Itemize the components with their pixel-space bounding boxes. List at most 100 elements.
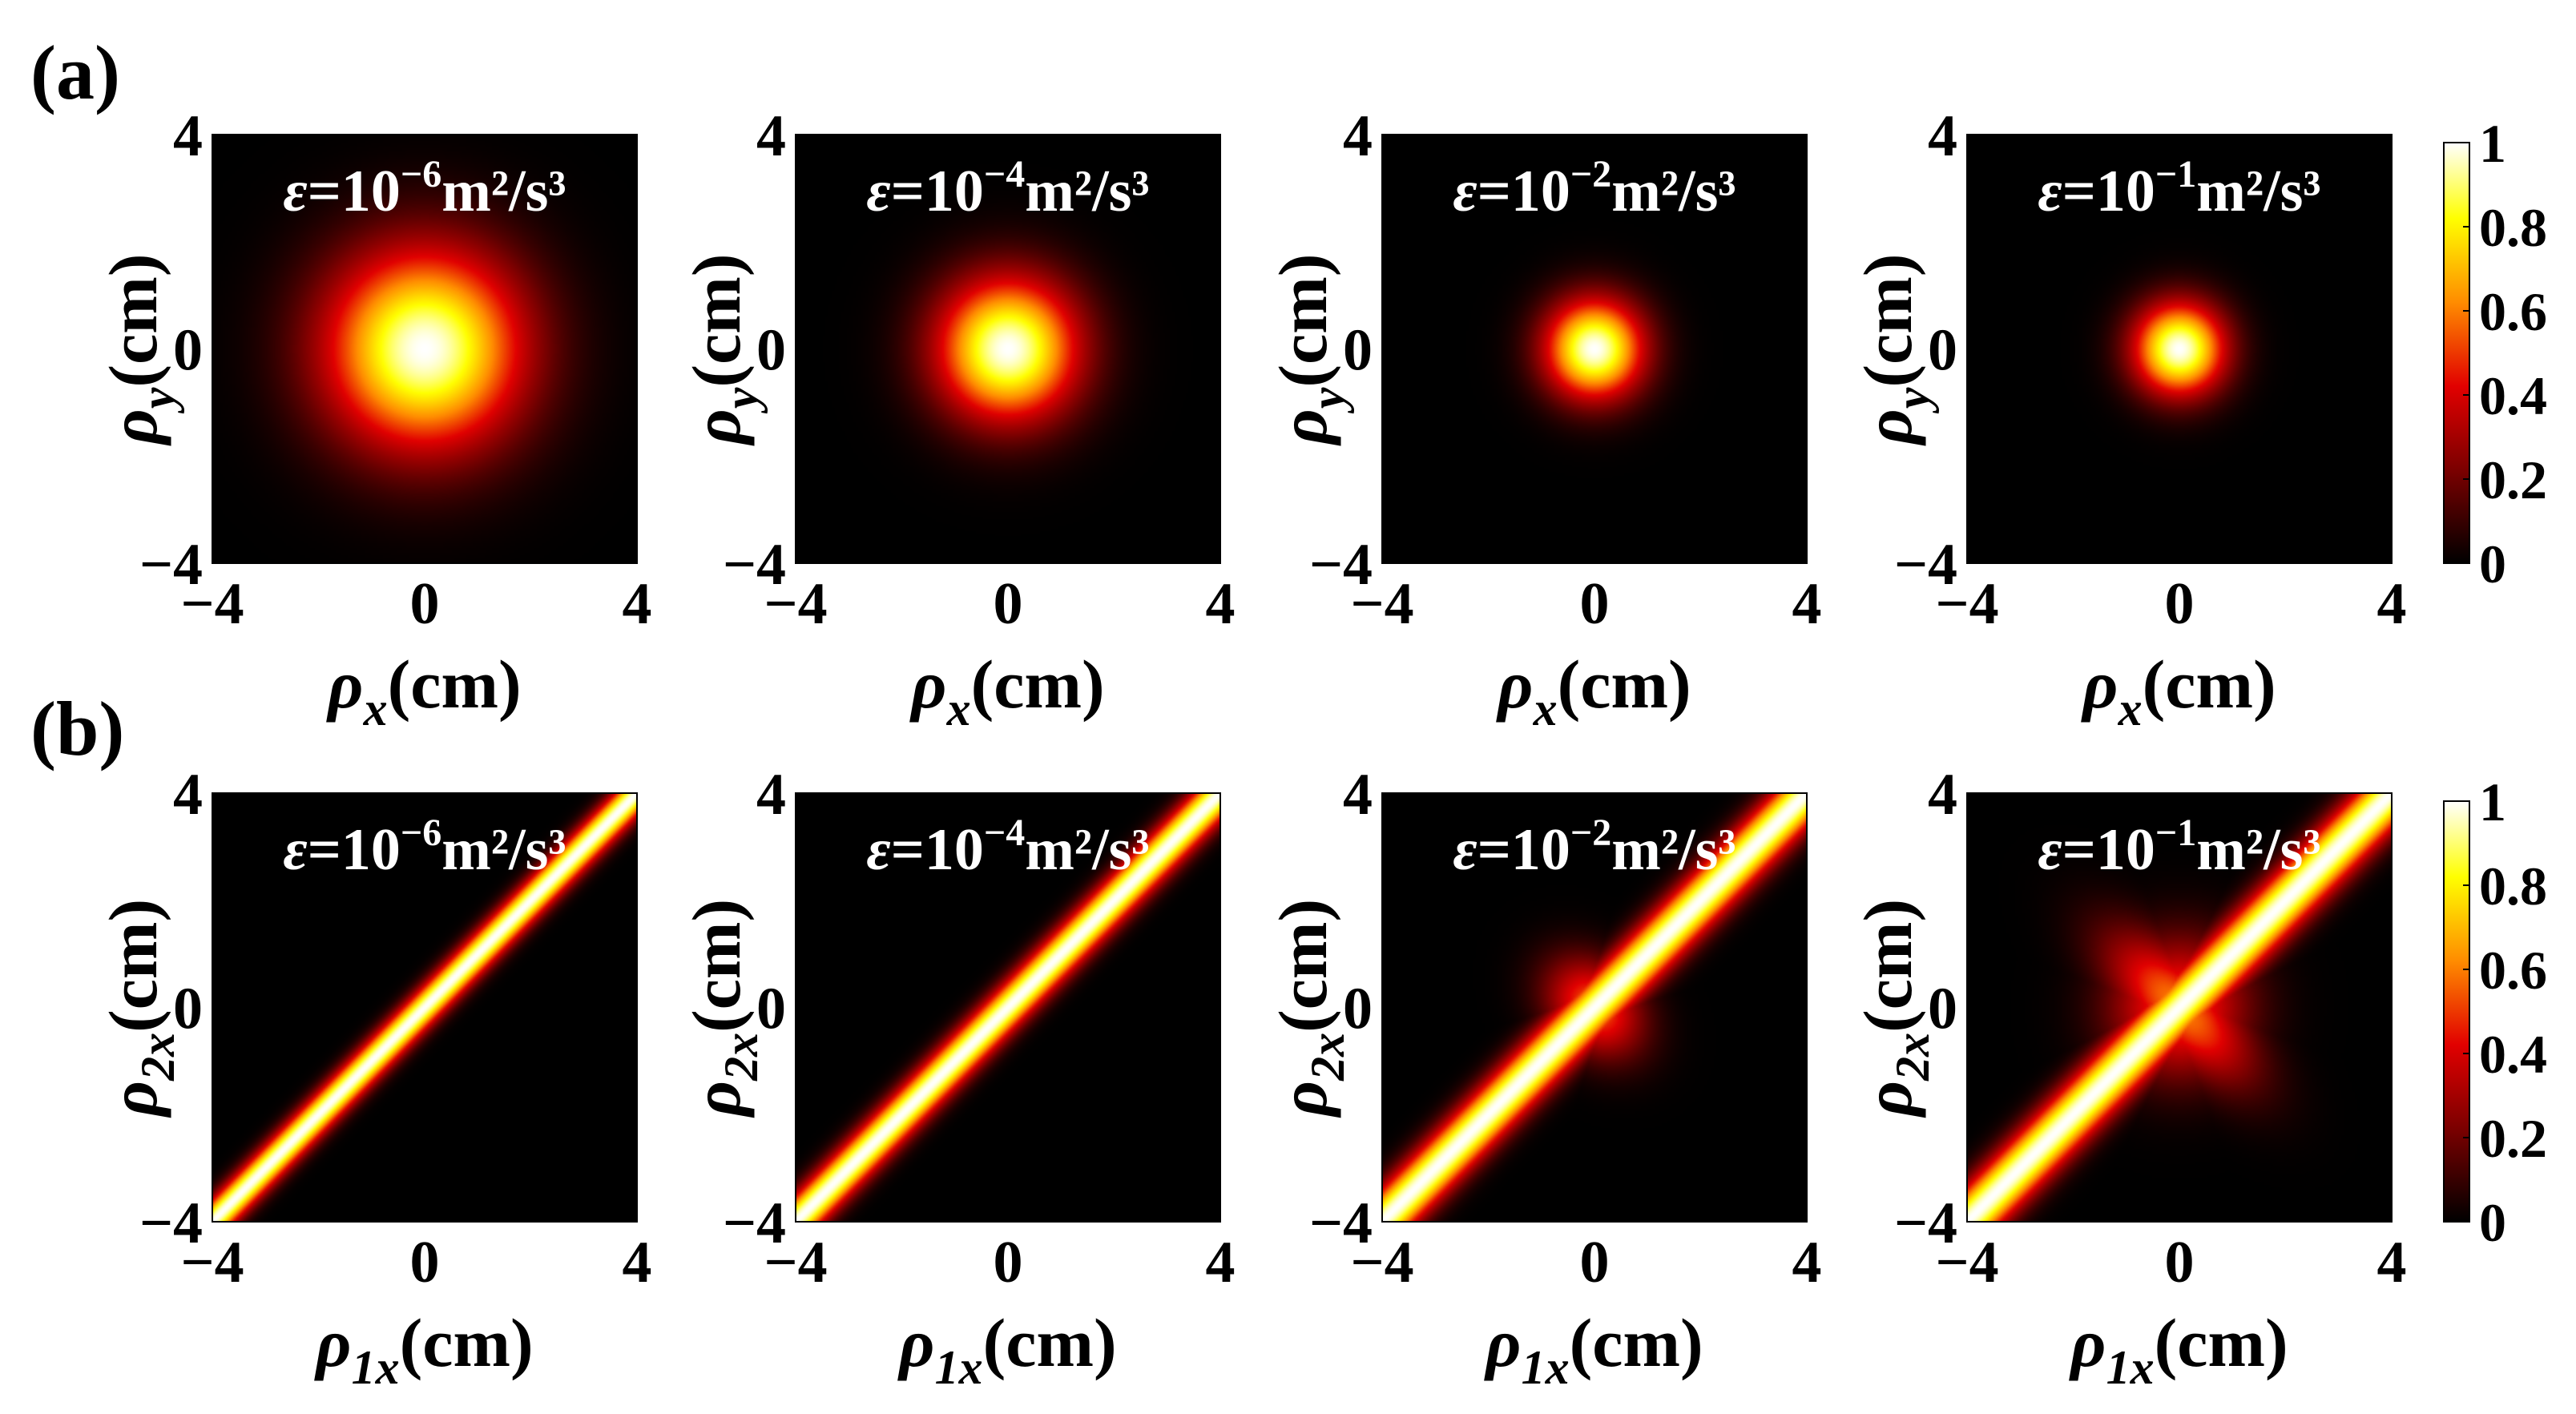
x-tick-label: 0 <box>994 1230 1023 1295</box>
x-axis-label: ρ1x(cm) <box>313 1304 533 1394</box>
colorbar-tick-label: 0 <box>2479 1192 2506 1253</box>
heatmap-panel: ε=10−1m²/s³ −4 0 4 −4 0 4 ρx(cm) ρy(cm) <box>1849 103 2407 735</box>
x-tick-label: −4 <box>1935 1230 1998 1295</box>
y-tick-label: −4 <box>1309 1190 1373 1256</box>
colorbar-tick-label: 0.4 <box>2479 365 2547 426</box>
y-tick-label: −4 <box>1894 1190 1957 1256</box>
x-tick-label: 4 <box>623 571 652 637</box>
x-tick-label: −4 <box>764 1230 827 1295</box>
panel-title: ε=10−2m²/s³ <box>1453 812 1735 883</box>
y-tick-label: 4 <box>1343 762 1373 828</box>
heatmap-panel: ε=10−2m²/s³ −4 0 4 −4 0 4 ρ1x(cm) ρ2x(cm) <box>1264 762 1822 1394</box>
y-tick-label: 4 <box>1928 103 1957 169</box>
y-axis-label: ρy(cm) <box>95 253 184 446</box>
y-axis-label: ρ2x(cm) <box>1264 899 1354 1118</box>
heatmap-panel: ε=10−6m²/s³ −4 0 4 −4 0 4 ρx(cm) ρy(cm) <box>95 103 652 735</box>
x-axis-label: ρ1x(cm) <box>1483 1304 1703 1394</box>
y-tick-label: −4 <box>139 532 203 598</box>
heatmap-panel: ε=10−4m²/s³ −4 0 4 −4 0 4 ρ1x(cm) ρ2x(cm) <box>678 762 1236 1394</box>
x-axis-label: ρx(cm) <box>1495 646 1691 735</box>
x-tick-label: −4 <box>764 571 827 637</box>
y-tick-label: 4 <box>1928 762 1957 828</box>
y-axis-label: ρ2x(cm) <box>1849 899 1939 1118</box>
x-tick-label: 0 <box>2165 1230 2195 1295</box>
y-tick-label: 4 <box>756 762 786 828</box>
y-axis-label: ρ2x(cm) <box>678 899 768 1118</box>
heatmap-panel: ε=10−1m²/s³ −4 0 4 −4 0 4 ρ1x(cm) ρ2x(cm) <box>1849 762 2407 1394</box>
panel-title: ε=10−6m²/s³ <box>283 812 566 883</box>
colorbar-tick-label: 0.4 <box>2479 1024 2547 1085</box>
colorbar-tick-label: 0.8 <box>2479 856 2547 916</box>
y-tick-label: −4 <box>723 532 786 598</box>
x-tick-label: 0 <box>994 571 1023 637</box>
y-tick-label: 0 <box>756 318 786 384</box>
colorbar-tick-label: 1 <box>2479 113 2506 174</box>
plot-frame <box>212 134 638 564</box>
y-tick-label: 4 <box>1343 103 1373 169</box>
plot-frame <box>1966 792 2393 1223</box>
y-axis-label: ρ2x(cm) <box>95 899 184 1118</box>
colorbar: 0 0.2 0.4 0.6 0.8 1 <box>2443 771 2547 1253</box>
y-tick-label: 0 <box>1928 318 1957 384</box>
panel-title: ε=10−2m²/s³ <box>1453 153 1735 224</box>
plot-frame <box>212 792 638 1223</box>
x-tick-label: −4 <box>1350 571 1413 637</box>
x-tick-label: −4 <box>1935 571 1998 637</box>
heatmap-panel: ε=10−4m²/s³ −4 0 4 −4 0 4 ρx(cm) ρy(cm) <box>678 103 1236 735</box>
plot-frame <box>795 134 1221 564</box>
heatmap-panel: ε=10−2m²/s³ −4 0 4 −4 0 4 ρx(cm) ρy(cm) <box>1264 103 1822 735</box>
x-axis-label: ρx(cm) <box>2080 646 2276 735</box>
panel-title: ε=10−1m²/s³ <box>2038 153 2320 224</box>
y-tick-label: 0 <box>1343 977 1373 1042</box>
y-tick-label: 4 <box>756 103 786 169</box>
x-axis-label: ρ1x(cm) <box>897 1304 1116 1394</box>
panel-title: ε=10−6m²/s³ <box>283 153 566 224</box>
x-tick-label: 0 <box>410 571 440 637</box>
panel-title: ε=10−4m²/s³ <box>866 153 1149 224</box>
x-tick-label: 4 <box>1206 1230 1236 1295</box>
colorbar-tick-label: 0.6 <box>2479 281 2547 342</box>
x-tick-label: 4 <box>2377 1230 2407 1295</box>
y-tick-label: 0 <box>173 977 203 1042</box>
plot-frame <box>1381 792 1808 1223</box>
y-axis-label: ρy(cm) <box>678 253 768 446</box>
heatmap-image <box>1967 793 2392 1222</box>
y-tick-label: 4 <box>173 762 203 828</box>
plot-frame <box>1966 134 2393 564</box>
y-tick-label: 0 <box>756 977 786 1042</box>
x-tick-label: −4 <box>180 571 244 637</box>
colorbar-tick-label: 1 <box>2479 771 2506 832</box>
x-tick-label: 4 <box>1792 1230 1822 1295</box>
panel-label: (a) <box>30 30 120 115</box>
y-tick-label: −4 <box>139 1190 203 1256</box>
x-tick-label: −4 <box>180 1230 244 1295</box>
colorbar-gradient <box>2443 800 2470 1223</box>
x-tick-label: 4 <box>2377 571 2407 637</box>
y-tick-label: −4 <box>1309 532 1373 598</box>
colorbar-tick-label: 0 <box>2479 534 2506 594</box>
x-tick-label: 4 <box>623 1230 652 1295</box>
panel-title: ε=10−1m²/s³ <box>2038 812 2320 883</box>
x-tick-label: 0 <box>1580 571 1610 637</box>
y-tick-label: 0 <box>173 318 203 384</box>
colorbar-tick-label: 0.6 <box>2479 940 2547 1001</box>
panel-title: ε=10−4m²/s³ <box>866 812 1149 883</box>
y-tick-label: 0 <box>1928 977 1957 1042</box>
x-tick-label: 0 <box>1580 1230 1610 1295</box>
colorbar-tick-label: 0.8 <box>2479 197 2547 258</box>
heatmap-image <box>1382 135 1807 563</box>
heatmap-image <box>1967 135 2392 563</box>
x-tick-label: 0 <box>2165 571 2195 637</box>
y-axis-label: ρy(cm) <box>1849 253 1939 446</box>
heatmap-image <box>796 135 1220 563</box>
y-tick-label: 4 <box>173 103 203 169</box>
plot-frame <box>1381 134 1808 564</box>
plot-frame <box>795 792 1221 1223</box>
colorbar-tick-label: 0.2 <box>2479 449 2547 510</box>
heatmap-image <box>212 135 637 563</box>
x-tick-label: −4 <box>1350 1230 1413 1295</box>
colorbar-tick-label: 0.2 <box>2479 1108 2547 1169</box>
y-tick-label: 0 <box>1343 318 1373 384</box>
panel-label: (b) <box>30 686 124 771</box>
